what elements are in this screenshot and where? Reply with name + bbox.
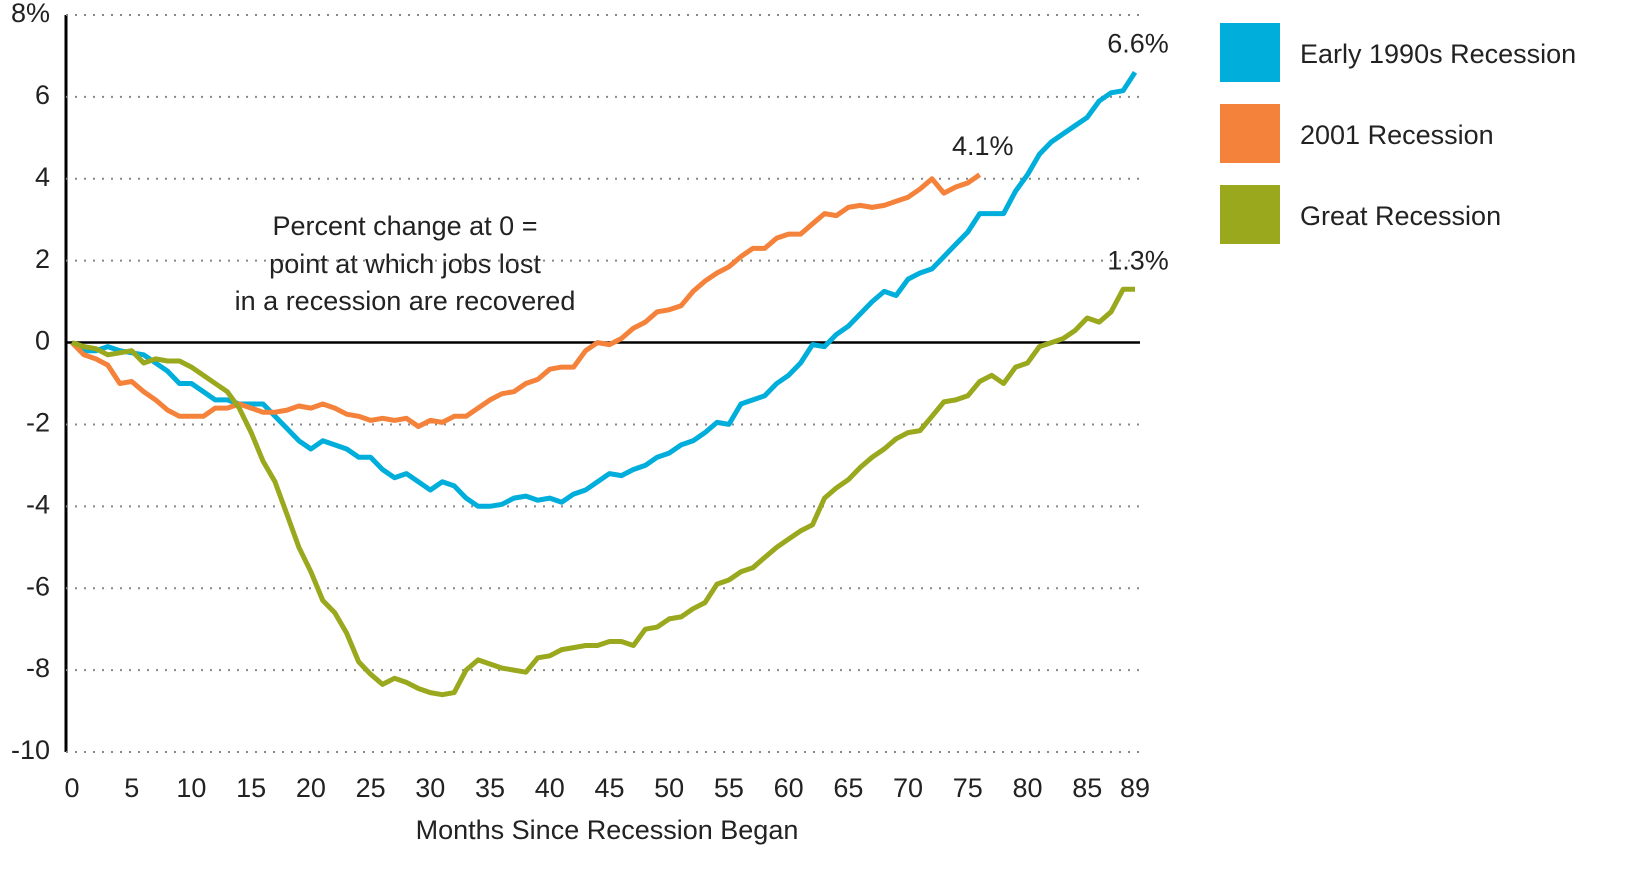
y-tick-label: 0 xyxy=(35,326,50,356)
x-tick-label: 89 xyxy=(1120,773,1150,803)
x-tick-label: 85 xyxy=(1072,773,1102,803)
y-tick-label: 2 xyxy=(35,244,50,274)
legend-swatch xyxy=(1220,23,1280,82)
x-tick-label: 50 xyxy=(654,773,684,803)
y-tick-label: -4 xyxy=(26,489,50,519)
x-tick-label: 5 xyxy=(124,773,139,803)
annotation: point at which jobs lost xyxy=(269,249,541,279)
y-tick-label: -8 xyxy=(26,653,50,683)
annotation: in a recession are recovered xyxy=(235,286,576,316)
x-tick-label: 80 xyxy=(1012,773,1042,803)
x-tick-label: 20 xyxy=(296,773,326,803)
series-line xyxy=(71,286,1135,698)
x-tick-label: 0 xyxy=(64,773,79,803)
x-tick-label: 75 xyxy=(953,773,983,803)
legend-label: Great Recession xyxy=(1300,201,1501,231)
x-axis-label: Months Since Recession Began xyxy=(416,815,799,845)
end-label: 4.1% xyxy=(952,131,1014,161)
y-tick-label: 4 xyxy=(35,162,50,192)
y-tick-label: 6 xyxy=(35,80,50,110)
x-tick-label: 40 xyxy=(535,773,565,803)
series-line xyxy=(70,70,1138,509)
end-label: 6.6% xyxy=(1107,28,1169,58)
y-tick-label: -10 xyxy=(11,735,50,765)
series-line xyxy=(70,172,982,429)
legend-swatch xyxy=(1220,185,1280,244)
y-tick-label: -6 xyxy=(26,571,50,601)
x-tick-label: 65 xyxy=(833,773,863,803)
y-tick-label: -2 xyxy=(26,408,50,438)
x-tick-label: 30 xyxy=(415,773,445,803)
legend-label: Early 1990s Recession xyxy=(1300,39,1576,69)
x-tick-label: 25 xyxy=(356,773,386,803)
x-tick-label: 60 xyxy=(774,773,804,803)
legend-label: 2001 Recession xyxy=(1300,120,1494,150)
x-tick-label: 15 xyxy=(236,773,266,803)
annotation: Percent change at 0 = xyxy=(273,211,538,241)
x-tick-label: 35 xyxy=(475,773,505,803)
x-tick-label: 70 xyxy=(893,773,923,803)
y-tick-label: 8% xyxy=(11,0,50,28)
x-tick-label: 45 xyxy=(594,773,624,803)
end-label: 1.3% xyxy=(1107,245,1169,275)
x-tick-label: 10 xyxy=(176,773,206,803)
legend-swatch xyxy=(1220,104,1280,163)
x-tick-label: 55 xyxy=(714,773,744,803)
